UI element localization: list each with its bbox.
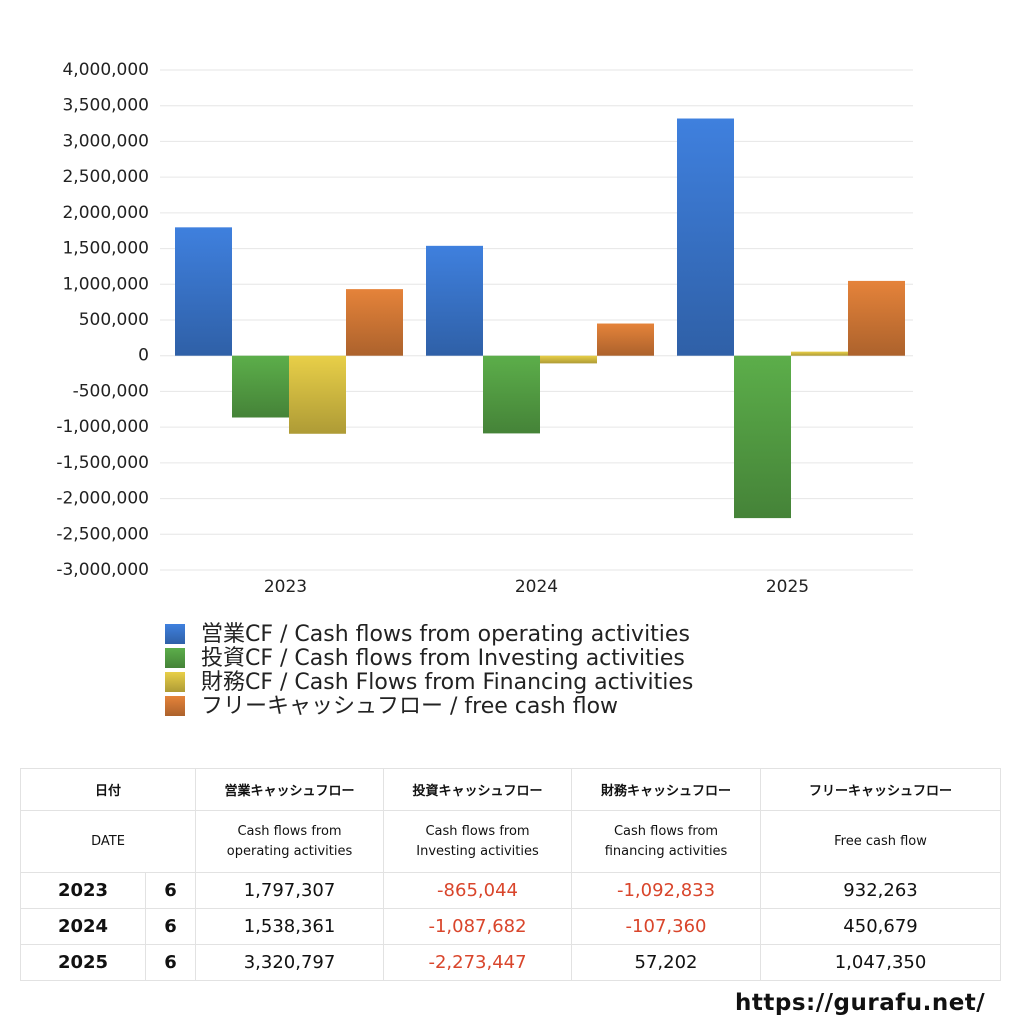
table-row: 2024 6 1,538,361 -1,087,682 -107,360 450,679 [20,908,1002,945]
legend-label: 営業CF / Cash flows from operating activit… [201,622,690,647]
bar [734,355,791,519]
legend-label: 投資CF / Cash flows from Investing activit… [201,646,685,671]
table-cell: 1,047,350 [760,944,1002,981]
table-cell: 営業キャッシュフロー [195,768,385,811]
y-tick-label: 4,000,000 [62,60,149,80]
y-tick-label: -1,500,000 [56,453,149,473]
table-cell: 投資キャッシュフロー [383,768,573,811]
bar [597,323,654,356]
table-cell: 6 [144,872,197,909]
legend-label: 財務CF / Cash Flows from Financing activit… [201,670,693,695]
site-url: https://gurafu.net/ [735,990,986,1016]
table-row: 日付 営業キャッシュフロー 投資キャッシュフロー 財務キャッシュフロー フリーキャッシュ… [19,768,1002,811]
bar [540,355,597,364]
table-cell: 450,679 [760,908,1002,945]
table-cell: フリーキャッシュフロー [760,768,1002,811]
x-tick-label: 2025 [766,577,809,597]
y-tick-label: -1,000,000 [56,417,149,437]
table-cell: 財務キャッシュフロー [571,768,762,811]
bar [677,118,734,356]
chart: -3,000,000 -2,500,000 -2,000,000 -1,500,000… [56,60,913,719]
table-cell: -865,044 [383,872,573,909]
bar [232,355,289,418]
y-tick-label: 0 [138,346,149,366]
table-cell: 932,263 [760,872,1002,909]
y-tick-label: 3,000,000 [62,131,149,151]
y-tick-label: 3,500,000 [62,96,149,116]
y-tick-label: 2,000,000 [62,203,149,223]
table-cell: Free cash flow [760,810,1002,873]
x-tick-label: 2024 [515,577,558,597]
table-cell: 57,202 [571,944,762,981]
table-row: 2023 6 1,797,307 -865,044 -1,092,833 932,263 [20,872,1002,909]
table-cell: 1,797,307 [195,872,385,909]
y-tick-label: 500,000 [79,310,149,330]
table-row: 2025 6 3,320,797 -2,273,447 57,202 1,047,350 [20,944,1002,981]
bar [289,355,346,434]
bar [848,280,905,356]
table-cell: 3,320,797 [195,944,385,981]
table-cell: 日付 [19,768,197,811]
bar [791,351,848,356]
y-tick-label: 2,500,000 [62,167,149,187]
y-tick-label: -3,000,000 [56,560,149,580]
table-cell: 2024 [20,908,146,945]
legend-swatch [165,648,185,668]
table-cell: Cash flows from financing activities [571,810,762,873]
table-cell: -1,092,833 [571,872,762,909]
table-cell: Cash flows from Investing activities [383,810,573,873]
table-cell: -2,273,447 [383,944,573,981]
bar [426,245,483,356]
y-tick-label: 1,000,000 [62,274,149,294]
table-cell: 6 [144,944,197,981]
table-row: DATE Cash flows from operating activities… [19,810,1002,873]
legend-swatch [165,624,185,644]
bar [483,355,540,434]
x-tick-label: 2023 [264,577,307,597]
y-tick-label: 1,500,000 [62,239,149,259]
y-tick-label: -2,000,000 [56,489,149,509]
table-cell: 2025 [20,944,146,981]
table-cell: 2023 [20,872,146,909]
table-cell: -107,360 [571,908,762,945]
y-tick-label: -500,000 [73,381,149,401]
table-cell: 1,538,361 [195,908,385,945]
y-tick-label: -2,500,000 [56,524,149,544]
table-cell: DATE [19,810,197,873]
table-cell: -1,087,682 [383,908,573,945]
legend-swatch [165,672,185,692]
legend-swatch [165,696,185,716]
data-table: 日付 営業キャッシュフロー 投資キャッシュフロー 財務キャッシュフロー フリーキャッシュ… [19,768,1002,981]
table-cell: 6 [144,908,197,945]
legend-label: フリーキャッシュフロー / free cash flow [201,694,618,719]
table-cell: Cash flows from operating activities [195,810,385,873]
bar [175,227,232,356]
bar [346,289,403,356]
